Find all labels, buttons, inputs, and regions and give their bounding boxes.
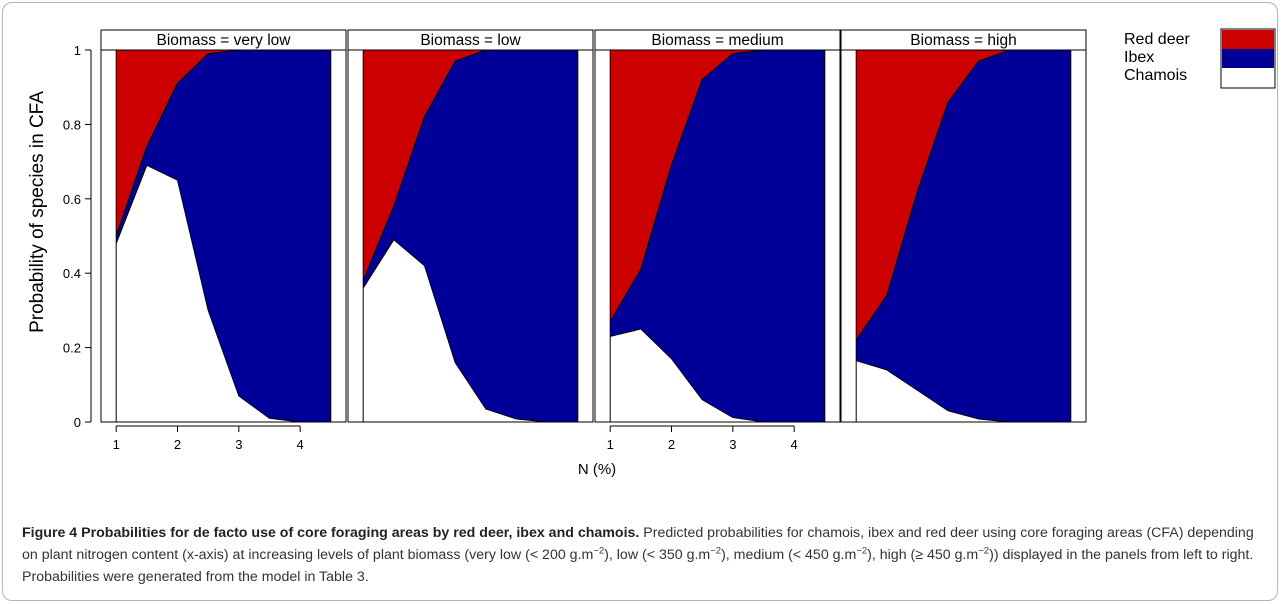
caption-body-3: ), medium (< 450 g.m <box>721 547 857 563</box>
panel-4: Biomass = high <box>840 29 1087 423</box>
y-tick-label: 0 <box>74 415 81 430</box>
y-tick-label: 0.8 <box>63 117 81 132</box>
area-ibex <box>610 50 825 422</box>
legend-label-chamois: Chamois <box>1124 67 1187 84</box>
panel-strip <box>840 29 1087 51</box>
x-tick-label: 4 <box>297 437 304 452</box>
axes-layer: 1 2 3 4 1 2 3 4 0 0.2 0.4 0.6 0.8 1 <box>63 43 798 452</box>
legend-swatch-chamois <box>1222 68 1274 87</box>
panel-strip-label: Biomass = low <box>420 32 521 49</box>
stacked-area-chart: Biomass = very low Biomass = low Biomass =… <box>27 28 1276 478</box>
caption-body-4: ), high (≥ 450 g.m <box>867 547 979 563</box>
x-axis-title: N (%) <box>578 461 616 478</box>
caption-body-2: ), low (< 350 g.m <box>604 547 711 563</box>
area-chamois <box>856 360 1071 422</box>
y-tick-label: 0.2 <box>63 341 81 356</box>
panels-layer: Biomass = very low Biomass = low Biomass =… <box>100 29 1087 423</box>
legend-swatch-ibex <box>1222 49 1274 68</box>
area-chamois <box>116 165 331 422</box>
x-tick-label: 3 <box>235 437 242 452</box>
area-ibex <box>856 50 1071 422</box>
x-axis-panel-1: 1 2 3 4 <box>113 425 304 452</box>
area-ibex <box>116 50 331 422</box>
panel-strip-label: Biomass = high <box>910 32 1016 49</box>
caption-body-5: )) displayed in the panels from left to … <box>22 547 1254 585</box>
y-tick-label: 0.6 <box>63 192 81 207</box>
legend-label-red-deer: Red deer <box>1124 31 1190 48</box>
panel-strip <box>594 29 841 51</box>
caption-sup-1: −2 <box>593 545 605 557</box>
panel-strip <box>100 29 347 51</box>
x-tick-label: 1 <box>113 437 120 452</box>
y-tick-label: 1 <box>74 43 81 58</box>
legend: Red deer Ibex Chamois <box>1124 28 1276 89</box>
legend-swatch-red-deer <box>1222 30 1274 49</box>
y-tick-label: 0.4 <box>63 266 81 281</box>
caption-sup-4: −2 <box>978 545 990 557</box>
panel-3: Biomass = medium <box>594 29 841 423</box>
area-chamois <box>363 239 578 422</box>
line-chamois-boundary <box>115 164 331 423</box>
y-axis: 0 0.2 0.4 0.6 0.8 1 <box>63 43 92 430</box>
x-axis-panel-3: 1 2 3 4 <box>607 425 798 452</box>
area-chamois <box>610 329 825 422</box>
x-tick-label: 1 <box>607 437 614 452</box>
area-red-deer <box>116 50 331 236</box>
x-tick-label: 3 <box>729 437 736 452</box>
caption-label: Figure 4 <box>22 525 78 541</box>
area-red-deer <box>856 50 1071 341</box>
panel-strip-label: Biomass = very low <box>157 32 292 49</box>
figure-caption: Figure 4 Probabilities for de facto use … <box>22 522 1262 588</box>
x-tick-label: 4 <box>791 437 798 452</box>
panel-strip <box>347 29 594 51</box>
x-tick-label: 2 <box>174 437 181 452</box>
caption-sup-2: −2 <box>710 545 722 557</box>
area-red-deer <box>610 50 825 322</box>
panel-1: Biomass = very low <box>100 29 347 423</box>
y-axis-title: Probability of species in CFA <box>27 91 48 333</box>
caption-body-1: Predicted probabilities for chamois, ibe… <box>22 525 1254 563</box>
panel-strip-label: Biomass = medium <box>651 32 783 49</box>
caption-title: Probabilities for de facto use of core f… <box>81 525 640 541</box>
legend-label-ibex: Ibex <box>1124 49 1154 66</box>
x-tick-label: 2 <box>668 437 675 452</box>
area-red-deer <box>363 50 578 281</box>
panel-2: Biomass = low <box>347 29 594 423</box>
caption-sup-3: −2 <box>856 545 868 557</box>
area-ibex <box>363 50 578 422</box>
